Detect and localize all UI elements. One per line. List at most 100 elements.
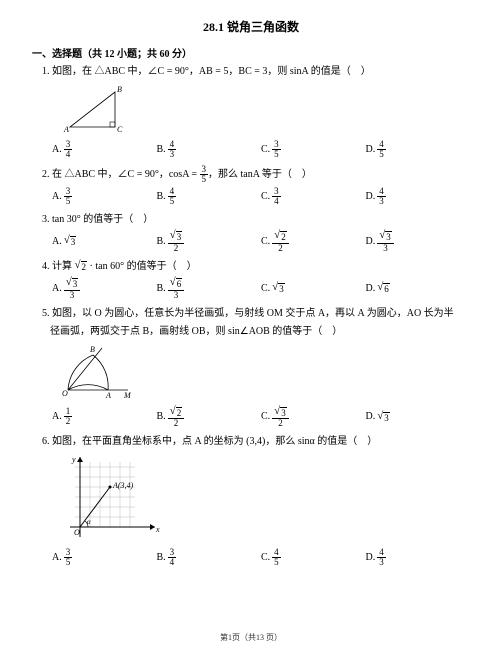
radicand: 3: [280, 407, 287, 419]
opt-b-label: B.: [157, 552, 166, 563]
opt-d-label: D.: [366, 283, 376, 294]
figure-q5: O A M B: [60, 342, 470, 403]
frac-den: 5: [64, 558, 73, 567]
option-c: C.√3: [261, 277, 366, 300]
option-a: A.34: [52, 140, 157, 159]
frac-den: 3: [377, 558, 386, 567]
figure-q6: A(3,4) O x y α: [60, 452, 470, 545]
option-d: D.√3: [366, 406, 471, 429]
svg-text:y: y: [71, 455, 76, 464]
opt-b-label: B.: [157, 411, 166, 422]
opt-c-label: C.: [261, 411, 270, 422]
frac-den: 5: [272, 558, 281, 567]
radicand: 3: [176, 231, 183, 243]
opt-c-label: C.: [261, 144, 270, 155]
q4-mid: · tan 60°: [87, 261, 124, 272]
option-c: C.√32: [261, 406, 366, 429]
opt-a-label: A.: [52, 411, 62, 422]
option-d: D.45: [366, 140, 471, 159]
opt-a-label: A.: [52, 144, 62, 155]
frac-den: 5: [168, 197, 177, 206]
options-q6: A.35 B.34 C.45 D.43: [52, 548, 470, 567]
option-a: A.√33: [52, 277, 157, 300]
question-5a: 5. 如图，以 O 为圆心，任意长为半径画弧，与射线 OM 交于点 A，再以 A…: [42, 306, 470, 321]
opt-a-label: A.: [52, 236, 62, 247]
question-6: 6. 如图，在平面直角坐标系中，点 A 的坐标为 (3,4)，那么 sinα 的…: [42, 434, 470, 449]
frac-den: 4: [272, 197, 281, 206]
option-b: B.34: [157, 548, 262, 567]
question-3: 3. tan 30° 的值等于（ ）: [42, 212, 470, 227]
radicand: 3: [385, 231, 392, 243]
question-4: 4. 计算 √2 · tan 60° 的值等于（ ）: [42, 259, 470, 274]
frac-den: 4: [168, 558, 177, 567]
q4-text: 4. 计算: [42, 261, 75, 272]
question-5b: 径画弧，两弧交于点 B，画射线 OB，则 sin∠AOB 的值等于（ ）: [50, 324, 470, 339]
opt-c-label: C.: [261, 283, 270, 294]
option-c: C.35: [261, 140, 366, 159]
opt-c-label: C.: [261, 236, 270, 247]
option-a: A.12: [52, 406, 157, 429]
radicand: 6: [176, 278, 183, 290]
radicand: 2: [176, 407, 183, 419]
opt-b-label: B.: [157, 191, 166, 202]
svg-text:α: α: [87, 518, 91, 526]
frac-den: 5: [272, 150, 281, 159]
radicand: 3: [70, 236, 77, 248]
option-b: B.45: [157, 187, 262, 206]
radicand: 3: [383, 412, 390, 424]
option-c: C.34: [261, 187, 366, 206]
frac-den: 3: [381, 244, 390, 253]
opt-d-label: D.: [366, 552, 376, 563]
opt-c-label: C.: [261, 552, 270, 563]
document-title: 28.1 锐角三角函数: [32, 18, 470, 35]
opt-d-label: D.: [366, 144, 376, 155]
frac-den: 3: [172, 291, 181, 300]
option-a: A.35: [52, 548, 157, 567]
opt-d-label: D.: [366, 236, 376, 247]
q4-tail: 的值等于（ ）: [124, 261, 197, 272]
frac-den: 5: [377, 150, 386, 159]
opt-d-label: D.: [366, 191, 376, 202]
frac-den: 3: [168, 150, 177, 159]
options-q2: A.35 B.45 C.34 D. 4 3: [52, 187, 470, 206]
figure-q1: A C B: [60, 82, 470, 137]
q2-tail: ，那么 tanA 等于（ ）: [208, 169, 312, 180]
option-d: D.43: [366, 548, 471, 567]
section-heading: 一、选择题（共 12 小题；共 60 分）: [32, 45, 470, 60]
radicand: 3: [278, 283, 285, 295]
opt-b-label: B.: [157, 283, 166, 294]
option-a: A.35: [52, 187, 157, 206]
page-footer: 第1页（共13 页）: [0, 632, 502, 643]
option-c: C.√22: [261, 230, 366, 253]
svg-text:M: M: [123, 391, 132, 400]
option-d: D.√33: [366, 230, 471, 253]
frac-den: 2: [276, 419, 285, 428]
options-q4: A.√33 B.√63 C.√3 D.√6: [52, 277, 470, 300]
svg-text:B: B: [117, 85, 122, 94]
frac-den: 2: [172, 244, 181, 253]
options-q1: A.34 B.43 C.35 D.45: [52, 140, 470, 159]
options-q5: A.12 B.√22 C.√32 D.√3: [52, 406, 470, 429]
radicand: 2: [280, 231, 287, 243]
frac-den: 5: [200, 175, 209, 184]
opt-b-label: B.: [157, 236, 166, 247]
svg-text:A: A: [63, 125, 69, 134]
option-c: C.45: [261, 548, 366, 567]
opt-a-label: A.: [52, 283, 62, 294]
option-a: A.√3: [52, 230, 157, 253]
frac-den: 3: [68, 291, 77, 300]
option-b: B.43: [157, 140, 262, 159]
frac-den: 2: [172, 419, 181, 428]
frac-den: 3: [377, 197, 386, 206]
svg-text:B: B: [90, 345, 95, 354]
radicand: 6: [383, 283, 390, 295]
svg-text:A: A: [105, 391, 111, 400]
svg-text:O: O: [74, 528, 80, 537]
frac-den: 2: [276, 244, 285, 253]
frac-den: 2: [64, 417, 73, 426]
options-q3: A.√3 B.√32 C.√22 D.√33: [52, 230, 470, 253]
point-label: A(3,4): [112, 481, 134, 490]
opt-a-label: A.: [52, 191, 62, 202]
option-b: B.√22: [157, 406, 262, 429]
option-d: D.√6: [366, 277, 471, 300]
